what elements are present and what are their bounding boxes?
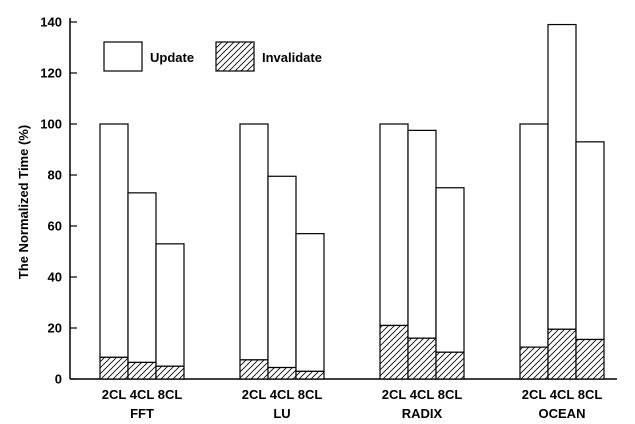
- x-tick-label: 4CL: [410, 387, 435, 402]
- bar-update-radix-8cl: [435, 187, 465, 353]
- bar-update-lu-8cl: [295, 233, 325, 372]
- bar-invalidate-fft-8cl: [155, 365, 185, 380]
- bar-update-ocean-4cl: [547, 23, 577, 330]
- legend-label-invalidate: Invalidate: [262, 50, 322, 65]
- legend-swatch-update: [103, 41, 143, 72]
- group-label: FFT: [130, 406, 154, 421]
- bar-invalidate-radix-2cl: [379, 324, 409, 380]
- x-tick-label: 2CL: [522, 387, 547, 402]
- y-tick-label: 0: [55, 372, 62, 387]
- group-label: LU: [273, 406, 290, 421]
- bar-update-fft-8cl: [155, 243, 185, 367]
- y-tick-label: 60: [48, 219, 62, 234]
- x-tick-label: 8CL: [158, 387, 183, 402]
- x-tick-label: 4CL: [550, 387, 575, 402]
- bar-update-fft-2cl: [99, 123, 129, 358]
- y-tick-label: 140: [40, 15, 62, 30]
- y-axis-label: The Normalized Time (%): [16, 125, 31, 279]
- bar-invalidate-lu-2cl: [239, 359, 269, 380]
- bar-invalidate-ocean-8cl: [575, 338, 605, 380]
- bar-invalidate-lu-8cl: [295, 370, 325, 380]
- bar-invalidate-ocean-4cl: [547, 328, 577, 380]
- y-tick-label: 120: [40, 66, 62, 81]
- bar-invalidate-ocean-2cl: [519, 346, 549, 380]
- bar-update-lu-4cl: [267, 175, 297, 369]
- x-tick-label: 2CL: [102, 387, 127, 402]
- bar-invalidate-radix-4cl: [407, 337, 437, 380]
- x-tick-label: 2CL: [382, 387, 407, 402]
- x-tick-label: 8CL: [578, 387, 603, 402]
- group-label: OCEAN: [539, 406, 586, 421]
- bar-invalidate-lu-4cl: [267, 366, 297, 380]
- bar-update-ocean-8cl: [575, 141, 605, 341]
- bar-invalidate-radix-8cl: [435, 351, 465, 380]
- x-tick-label: 2CL: [242, 387, 267, 402]
- y-tick-label: 80: [48, 168, 62, 183]
- y-tick-label: 100: [40, 117, 62, 132]
- legend-swatch-invalidate: [215, 41, 255, 72]
- x-tick-label: 8CL: [298, 387, 323, 402]
- bar-invalidate-fft-2cl: [99, 356, 129, 380]
- bar-update-radix-4cl: [407, 129, 437, 339]
- bar-update-ocean-2cl: [519, 123, 549, 348]
- legend: Update Invalidate: [103, 41, 322, 72]
- bar-invalidate-fft-4cl: [127, 361, 157, 380]
- y-tick-label: 40: [48, 270, 62, 285]
- group-label: RADIX: [402, 406, 443, 421]
- x-tick-label: 4CL: [130, 387, 155, 402]
- x-tick-label: 8CL: [438, 387, 463, 402]
- bar-update-radix-2cl: [379, 123, 409, 327]
- bar-update-fft-4cl: [127, 192, 157, 364]
- legend-label-update: Update: [150, 50, 194, 65]
- x-tick-label: 4CL: [270, 387, 295, 402]
- bar-update-lu-2cl: [239, 123, 269, 361]
- y-tick-label: 20: [48, 321, 62, 336]
